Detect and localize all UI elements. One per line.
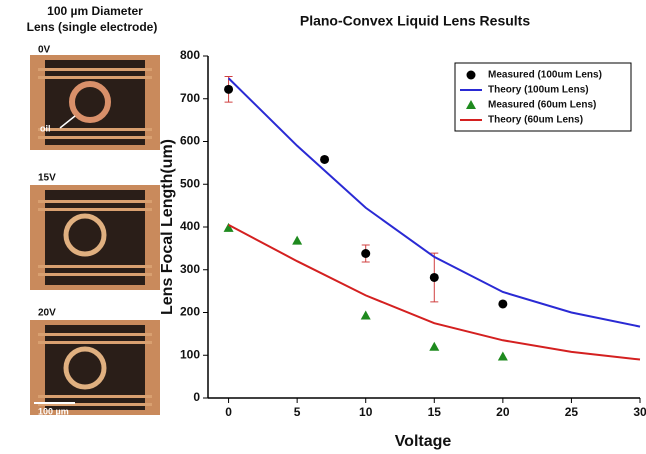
image-label: 20V (38, 308, 56, 319)
legend-label: Measured (100um Lens) (488, 70, 602, 81)
image-label: 15V (38, 173, 56, 184)
y-tick-label: 500 (180, 176, 200, 190)
annotation: oil (40, 123, 51, 133)
point (429, 272, 439, 282)
micrograph (30, 185, 160, 290)
x-tick-label: 5 (294, 405, 301, 419)
legend-label: Measured (60um Lens) (488, 100, 596, 111)
point (224, 84, 234, 94)
micrograph (30, 55, 160, 150)
legend-box (454, 62, 632, 132)
point (498, 299, 508, 309)
x-tick-label: 25 (565, 405, 579, 419)
y-tick-label: 300 (180, 262, 200, 276)
legend-swatch (466, 70, 476, 80)
x-tick-label: 30 (633, 405, 646, 419)
panel-title: 100 µm Diameter (47, 4, 143, 18)
x-tick-label: 10 (359, 405, 373, 419)
legend-label: Theory (100um Lens) (488, 85, 589, 96)
y-tick-label: 400 (180, 219, 200, 233)
x-tick-label: 15 (428, 405, 442, 419)
x-tick-label: 20 (496, 405, 510, 419)
y-tick-label: 800 (180, 48, 200, 62)
y-tick-label: 0 (193, 390, 200, 404)
point (497, 351, 508, 361)
y-tick-label: 100 (180, 347, 200, 361)
line (228, 223, 641, 361)
y-tick-label: 700 (180, 91, 200, 105)
y-axis-label: Lens Focal Length(um) (159, 139, 176, 315)
x-axis-label: Voltage (395, 433, 452, 450)
panel-title: Lens (single electrode) (27, 20, 158, 34)
x-tick-label: 0 (225, 405, 232, 419)
point (292, 235, 303, 245)
legend-swatch (466, 100, 476, 109)
point (429, 341, 440, 351)
scale-bar-label: 100 µm (38, 406, 69, 416)
y-tick-label: 200 (180, 305, 200, 319)
legend-label: Theory (60um Lens) (488, 115, 583, 126)
point (361, 249, 371, 259)
micrograph (30, 320, 160, 415)
chart-title: Plano-Convex Liquid Lens Results (300, 13, 530, 29)
image-label: 0V (38, 45, 51, 56)
point (223, 222, 234, 232)
y-tick-label: 600 (180, 134, 200, 148)
point (360, 310, 371, 320)
line (227, 77, 641, 328)
point (320, 154, 330, 164)
